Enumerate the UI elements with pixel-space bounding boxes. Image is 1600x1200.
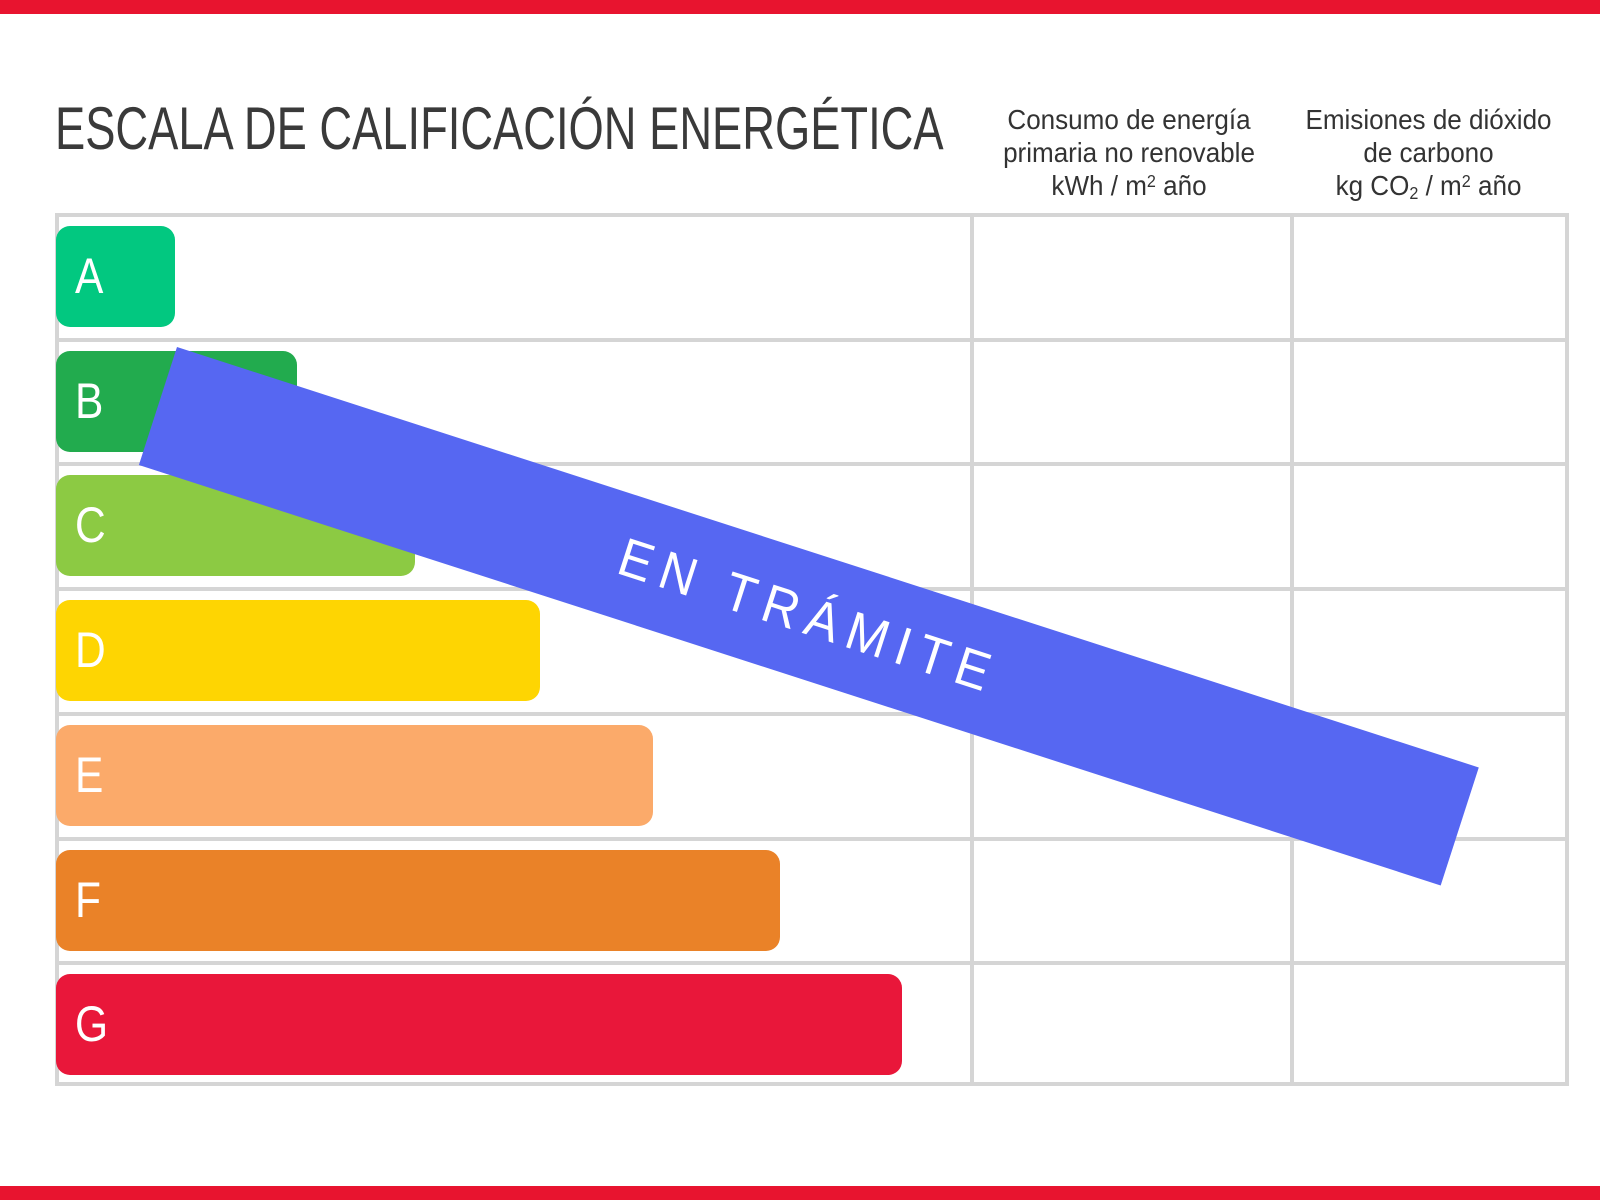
- emisiones-line1: Emisiones de dióxido: [1305, 104, 1552, 135]
- rating-letter-E: E: [75, 746, 104, 803]
- grid-row-divider: [59, 338, 1565, 342]
- grid-row-divider: [59, 462, 1565, 466]
- rating-bar-G: G: [56, 974, 902, 1075]
- grid-vertical-divider-emisiones: [1290, 217, 1294, 1082]
- consumo-unit: kWh / m2 año: [1051, 170, 1207, 201]
- subscript-2: 2: [1409, 183, 1419, 204]
- superscript-2: 2: [1461, 171, 1471, 192]
- rating-letter-C: C: [75, 496, 106, 553]
- rating-bar-D: D: [56, 600, 540, 701]
- rating-letter-D: D: [75, 621, 106, 678]
- rating-letter-G: G: [75, 995, 109, 1052]
- rating-bar-E: E: [56, 725, 653, 826]
- page-title: ESCALA DE CALIFICACIÓN ENERGÉTICA: [55, 95, 944, 162]
- grid-row-divider: [59, 712, 1565, 716]
- emisiones-unit: kg CO2 / m2 año: [1335, 170, 1522, 204]
- grid-row-divider: [59, 961, 1565, 965]
- rating-letter-F: F: [75, 871, 101, 928]
- bottom-accent-band: [0, 1186, 1600, 1200]
- emisiones-line2: de carbono: [1363, 137, 1494, 168]
- consumo-line2: primaria no renovable: [1003, 137, 1255, 168]
- column-header-consumo: Consumo de energía primaria no renovable…: [980, 103, 1278, 206]
- top-accent-band: [0, 0, 1600, 14]
- rating-letter-B: B: [75, 372, 104, 429]
- rating-letter-A: A: [75, 247, 104, 304]
- rating-bar-A: A: [56, 226, 175, 327]
- superscript-2: 2: [1146, 171, 1156, 192]
- column-header-emisiones: Emisiones de dióxido de carbono kg CO2 /…: [1300, 103, 1558, 206]
- consumo-line1: Consumo de energía: [1007, 104, 1251, 135]
- rating-bar-F: F: [56, 850, 780, 951]
- grid-row-divider: [59, 837, 1565, 841]
